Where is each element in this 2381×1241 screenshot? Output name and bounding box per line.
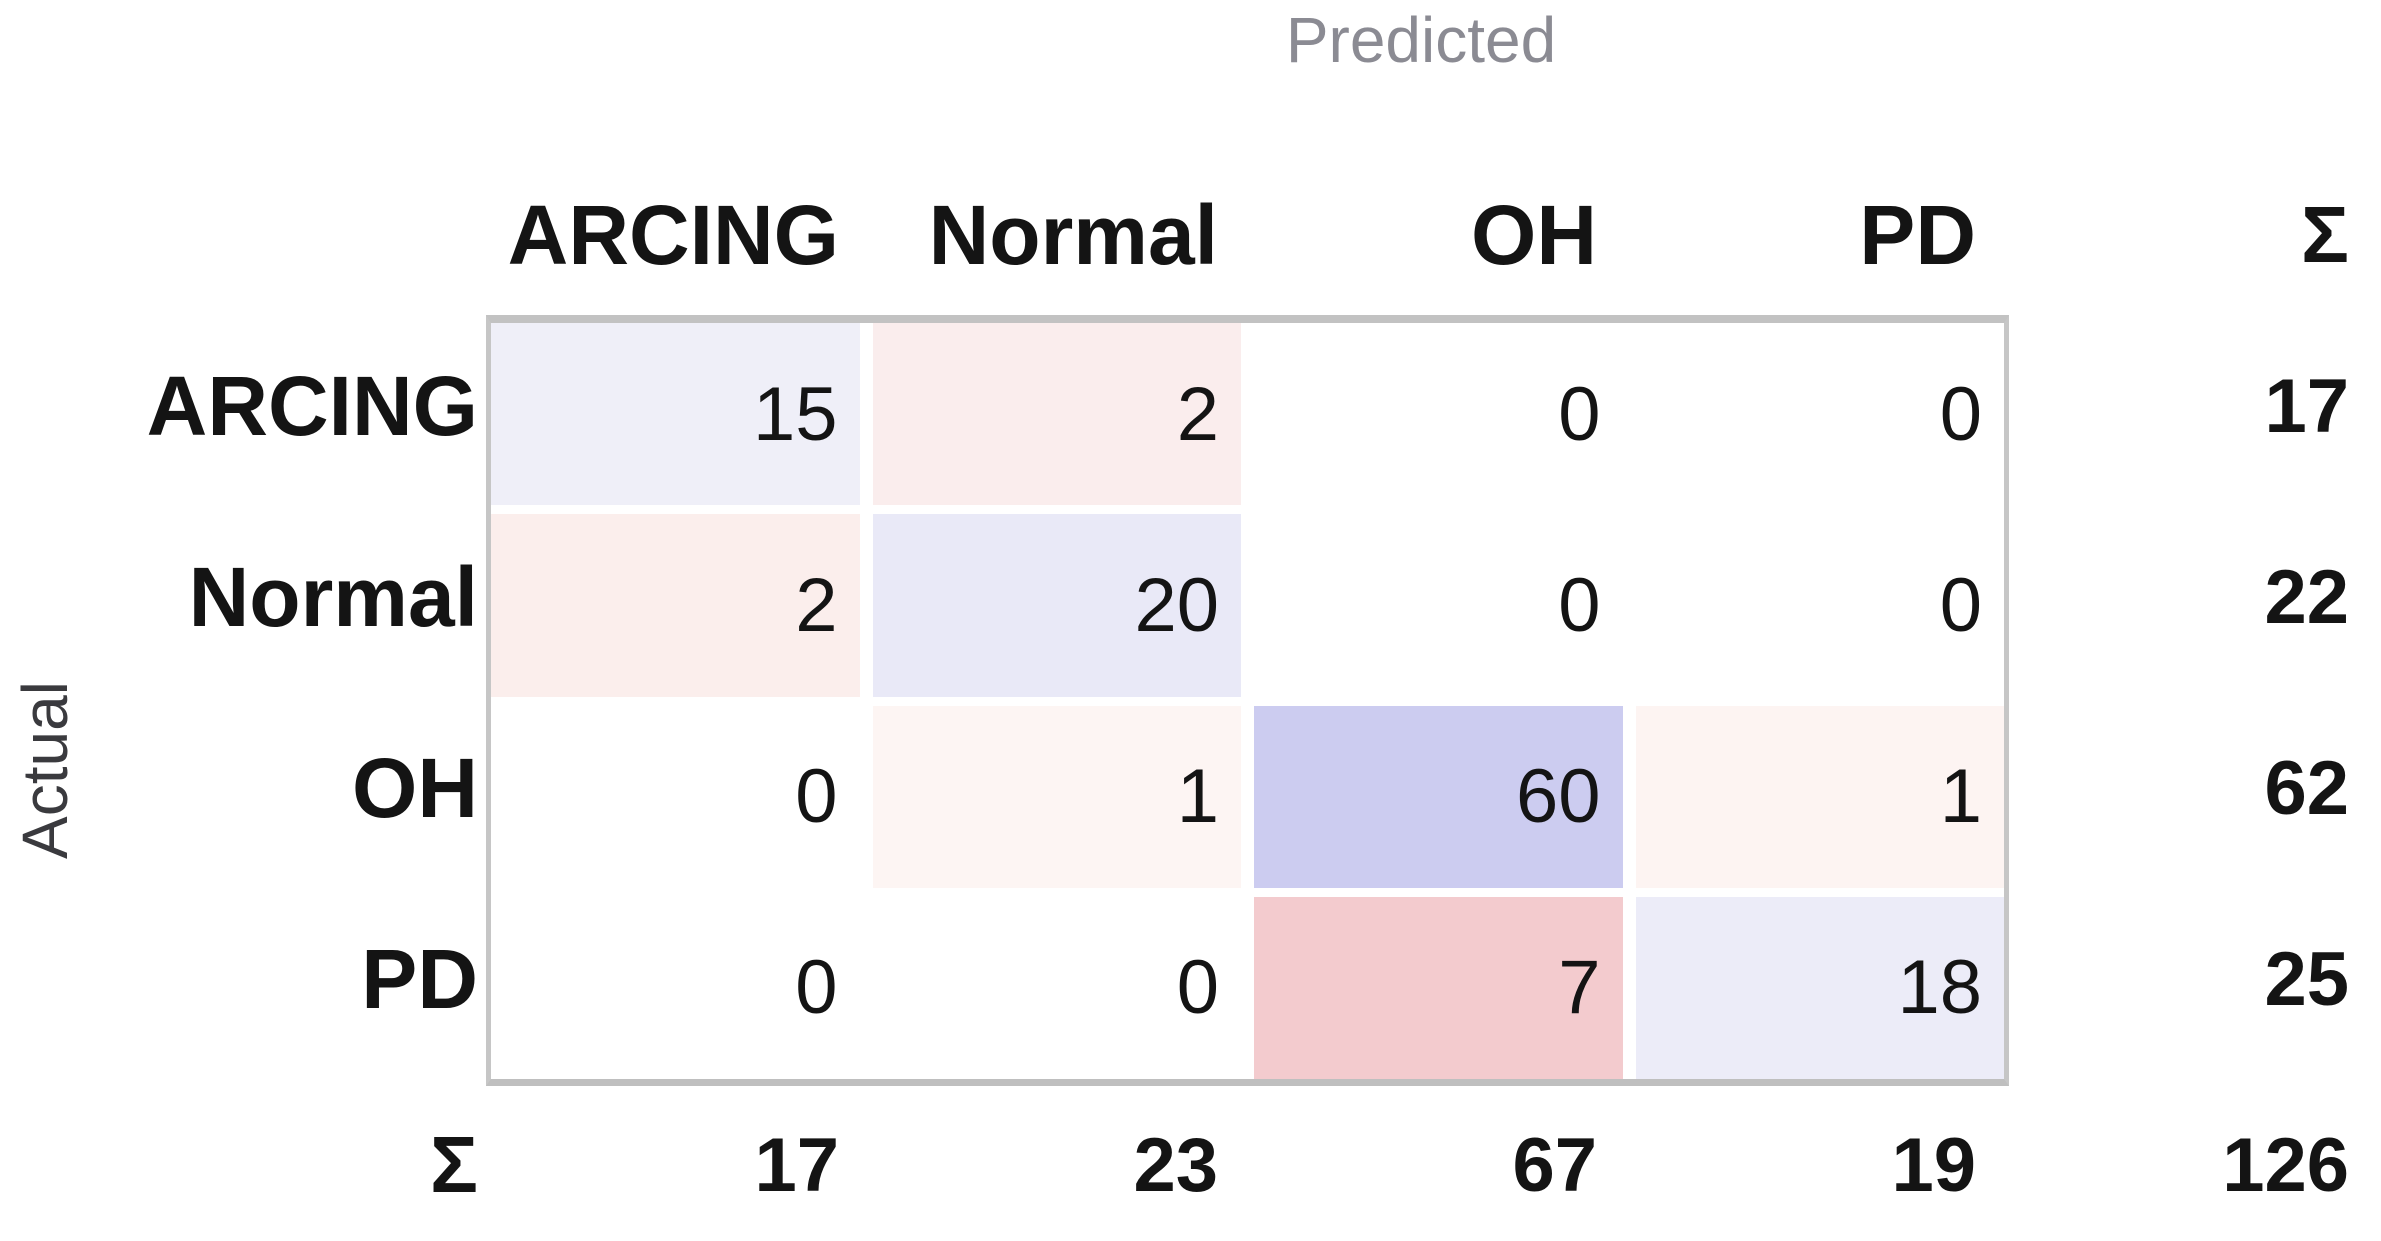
row-total-pd: 25 — [2264, 937, 2349, 1023]
cell-oh-pd[interactable]: 1 — [1635, 705, 2004, 888]
row-headers: ARCING Normal OH PD — [0, 315, 478, 1071]
cell-pd-arcing[interactable]: 0 — [491, 896, 860, 1079]
cell-normal-arcing[interactable]: 2 — [491, 514, 860, 697]
predicted-axis-label: Predicted — [1285, 4, 1557, 76]
col-total-oh: 67 — [1512, 1122, 1597, 1208]
cell-arcing-arcing[interactable]: 15 — [491, 323, 860, 506]
column-header-normal: Normal — [928, 187, 1218, 282]
cell-pd-oh[interactable]: 7 — [1254, 896, 1623, 1079]
row-label-normal: Normal — [188, 549, 478, 644]
row-label-oh: OH — [352, 741, 478, 836]
sum-column-header: Σ — [2300, 190, 2349, 279]
cell-normal-pd[interactable]: 0 — [1635, 514, 2004, 697]
column-header-oh: OH — [1471, 187, 1597, 282]
cell-oh-oh[interactable]: 60 — [1254, 705, 1623, 888]
cell-pd-pd[interactable]: 18 — [1635, 896, 2004, 1079]
col-total-normal: 23 — [1133, 1122, 1218, 1208]
cell-oh-arcing[interactable]: 0 — [491, 705, 860, 888]
cell-oh-normal[interactable]: 1 — [872, 705, 1241, 888]
row-totals-column: 17 22 62 25 — [2009, 315, 2351, 1071]
col-total-arcing: 17 — [754, 1122, 839, 1208]
grand-total: 126 — [2222, 1122, 2349, 1208]
row-total-normal: 22 — [2264, 554, 2349, 640]
sum-row-header: Σ — [429, 1120, 478, 1209]
cell-arcing-oh[interactable]: 0 — [1254, 323, 1623, 506]
column-headers: ARCING Normal OH PD Σ — [486, 185, 2352, 285]
row-label-pd: PD — [361, 932, 478, 1027]
matrix-frame: 15 2 0 0 2 20 0 0 0 1 60 1 0 0 7 18 — [486, 315, 2009, 1086]
cell-arcing-pd[interactable]: 0 — [1635, 323, 2004, 506]
row-label-arcing: ARCING — [146, 358, 478, 453]
column-header-arcing: ARCING — [507, 187, 839, 282]
cell-normal-normal[interactable]: 20 — [872, 514, 1241, 697]
matrix-grid: 15 2 0 0 2 20 0 0 0 1 60 1 0 0 7 18 — [491, 323, 2004, 1079]
cell-normal-oh[interactable]: 0 — [1254, 514, 1623, 697]
column-header-pd: PD — [1859, 187, 1976, 282]
row-total-oh: 62 — [2264, 746, 2349, 832]
cell-arcing-normal[interactable]: 2 — [872, 323, 1241, 506]
column-totals-row: Σ 17 23 67 19 126 — [0, 1090, 2351, 1240]
cell-pd-normal[interactable]: 0 — [872, 896, 1241, 1079]
row-total-arcing: 17 — [2264, 363, 2349, 449]
col-total-pd: 19 — [1891, 1122, 1976, 1208]
